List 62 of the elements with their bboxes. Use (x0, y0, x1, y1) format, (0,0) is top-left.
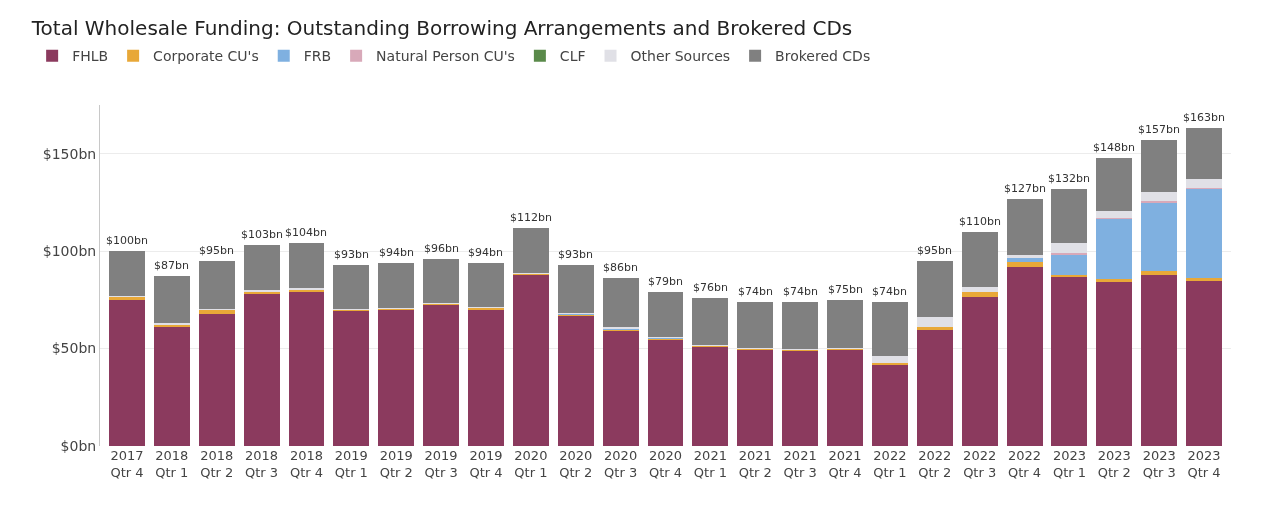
total-label: $74bn (872, 285, 907, 298)
x-tick-label: 2018 Qtr 2 (200, 448, 234, 480)
legend-label: FHLB (72, 48, 109, 65)
total-label: $76bn (693, 281, 728, 294)
total-label: $94bn (379, 246, 414, 259)
total-label: $103bn (241, 228, 283, 241)
chart-title: Total Wholesale Funding: Outstanding Borrowing Arrangements and Brokered CDs (30, 15, 853, 40)
total-label: $74bn (783, 285, 818, 298)
x-tick-label: 2018 Qtr 1 (155, 448, 189, 480)
total-label: $163bn (1183, 111, 1225, 124)
x-tick-label: 2017 Qtr 4 (110, 448, 144, 480)
legend-label: Corporate CU's (153, 48, 259, 65)
total-label: $95bn (199, 244, 234, 257)
total-label: $87bn (154, 259, 189, 272)
total-label: $132bn (1048, 172, 1090, 185)
x-tick-label: 2023 Qtr 1 (1052, 448, 1086, 480)
legend-label: CLF (559, 48, 586, 65)
total-label: $74bn (738, 285, 773, 298)
total-label: $93bn (334, 248, 369, 261)
legend-label: FRB (303, 48, 332, 65)
x-tick-label: 2021 Qtr 1 (693, 448, 727, 480)
x-tick-label: 2020 Qtr 2 (559, 448, 593, 480)
total-label: $94bn (468, 246, 503, 259)
x-tick-label: 2019 Qtr 3 (424, 448, 458, 480)
legend-label: Brokered CDs (775, 48, 871, 65)
x-tick-label: 2021 Qtr 3 (783, 448, 817, 480)
total-label: $110bn (959, 215, 1001, 228)
x-tick-label: 2019 Qtr 4 (469, 448, 503, 480)
y-tick-label: $0bn (60, 437, 97, 454)
x-tick-label: 2023 Qtr 2 (1097, 448, 1131, 480)
x-tick-label: 2022 Qtr 3 (963, 448, 997, 480)
total-label: $79bn (648, 275, 683, 288)
x-tick-label: 2018 Qtr 4 (289, 448, 323, 480)
total-label: $75bn (828, 283, 863, 296)
y-tick-label: $100bn (42, 243, 97, 260)
x-tick-label: 2020 Qtr 4 (648, 448, 683, 480)
x-tick-label: 2022 Qtr 2 (918, 448, 952, 480)
legend-label: Natural Person CU's (376, 48, 515, 65)
total-label: $104bn (285, 226, 327, 239)
x-tick-label: 2021 Qtr 2 (738, 448, 772, 480)
x-tick-label: 2019 Qtr 2 (379, 448, 413, 480)
x-tick-label: 2021 Qtr 4 (828, 448, 862, 480)
x-tick-label: 2018 Qtr 3 (245, 448, 279, 480)
total-label: $95bn (917, 244, 952, 257)
x-tick-label: 2019 Qtr 1 (334, 448, 368, 480)
total-label: $93bn (558, 248, 593, 261)
total-label: $86bn (603, 261, 638, 274)
x-tick-label: 2020 Qtr 1 (514, 448, 548, 480)
y-tick-label: $50bn (51, 340, 97, 357)
x-tick-label: 2023 Qtr 4 (1187, 448, 1221, 480)
total-label: $127bn (1004, 182, 1046, 195)
x-tick-label: 2022 Qtr 1 (873, 448, 907, 480)
legend-label: Other Sources (630, 48, 731, 65)
x-tick-label: 2023 Qtr 3 (1142, 448, 1176, 480)
y-tick-label: $150bn (42, 145, 97, 162)
total-label: $112bn (510, 211, 552, 224)
total-label: $100bn (106, 234, 148, 247)
total-label: $157bn (1138, 123, 1180, 136)
x-tick-label: 2020 Qtr 3 (604, 448, 638, 480)
x-tick-label: 2022 Qtr 4 (1008, 448, 1042, 480)
total-label: $96bn (424, 242, 459, 255)
total-label: $148bn (1093, 141, 1135, 154)
